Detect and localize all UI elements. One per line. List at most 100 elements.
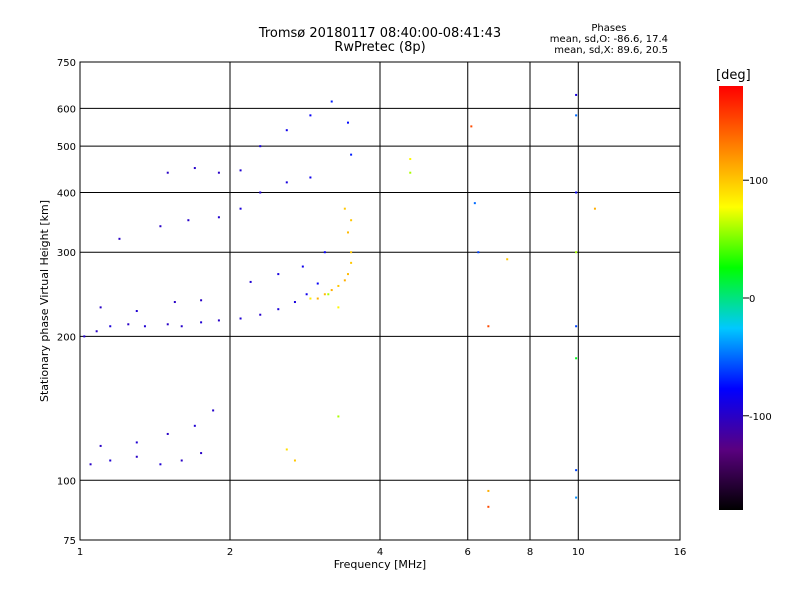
y-tick-label: 500 — [57, 142, 76, 153]
colorbar-unit-label: [deg] — [716, 68, 751, 83]
data-point — [285, 181, 288, 184]
data-point — [239, 317, 242, 320]
data-point — [350, 153, 353, 156]
data-point — [239, 207, 242, 210]
phase-stats-o: mean, sd,O: -86.6, 17.4 — [549, 34, 668, 45]
data-point — [575, 114, 578, 117]
data-point — [470, 125, 473, 128]
data-point — [187, 219, 190, 222]
data-point — [343, 279, 346, 282]
colorbar-tick-label: 100 — [749, 176, 768, 187]
chart-title: Tromsø 20180117 08:40:00-08:41:43 — [258, 26, 502, 41]
data-point — [159, 225, 162, 228]
phase-stats-title: Phases — [591, 23, 627, 34]
phase-stats-x: mean, sd,X: 89.6, 20.5 — [554, 45, 668, 56]
colorbar-ticks: -100 0 100 — [743, 176, 772, 423]
data-point — [316, 282, 319, 285]
data-point — [166, 171, 169, 174]
data-point — [323, 251, 326, 254]
data-point — [473, 202, 476, 205]
data-point — [309, 176, 312, 179]
data-point — [159, 463, 162, 466]
data-point — [350, 251, 353, 254]
data-point — [327, 293, 330, 296]
data-point — [346, 273, 349, 276]
data-point — [118, 237, 121, 240]
data-point — [285, 129, 288, 132]
data-point — [200, 299, 203, 302]
x-axis-ticks: 1 2 4 6 8 10 16 — [77, 547, 687, 558]
data-point — [350, 219, 353, 222]
y-axis-ticks: 75 100 200 300 400 500 600 750 — [57, 58, 76, 547]
x-tick-label: 6 — [465, 547, 471, 558]
y-tick-label: 75 — [63, 536, 76, 547]
data-point — [193, 424, 196, 427]
x-tick-label: 10 — [572, 547, 585, 558]
data-point — [285, 448, 288, 451]
y-tick-label: 750 — [57, 58, 76, 69]
data-point — [330, 289, 333, 292]
data-point — [173, 301, 176, 304]
data-point — [95, 330, 98, 333]
data-point — [99, 444, 102, 447]
data-point — [409, 171, 412, 174]
data-point — [330, 100, 333, 103]
y-tick-label: 400 — [57, 188, 76, 199]
data-points — [83, 93, 596, 508]
data-point — [309, 297, 312, 300]
x-tick-label: 16 — [674, 547, 687, 558]
y-tick-label: 200 — [57, 332, 76, 343]
data-point — [487, 489, 490, 492]
data-point — [575, 93, 578, 96]
data-point — [212, 409, 215, 412]
data-point — [346, 121, 349, 124]
data-point — [575, 325, 578, 328]
data-point — [575, 469, 578, 472]
data-point — [166, 432, 169, 435]
data-point — [217, 216, 220, 219]
y-tick-label: 100 — [57, 476, 76, 487]
data-point — [487, 505, 490, 508]
data-point — [99, 306, 102, 309]
x-tick-label: 1 — [77, 547, 83, 558]
data-point — [89, 463, 92, 466]
y-tick-label: 600 — [57, 104, 76, 115]
data-point — [309, 114, 312, 117]
data-point — [293, 459, 296, 462]
data-point — [487, 325, 490, 328]
data-point — [301, 265, 304, 268]
grid-lines — [80, 62, 680, 540]
data-point — [575, 496, 578, 499]
data-point — [337, 415, 340, 418]
data-point — [109, 325, 112, 328]
colorbar-tick-label: 0 — [749, 294, 755, 305]
y-tick-label: 300 — [57, 248, 76, 259]
data-point — [343, 207, 346, 210]
x-tick-label: 2 — [227, 547, 233, 558]
data-point — [259, 191, 262, 194]
y-axis-label: Stationary phase Virtual Height [km] — [38, 200, 51, 402]
data-point — [259, 313, 262, 316]
data-point — [323, 293, 326, 296]
data-point — [277, 273, 280, 276]
data-point — [350, 261, 353, 264]
data-point — [193, 167, 196, 170]
plot-frame — [79, 61, 681, 541]
data-point — [200, 321, 203, 324]
data-point — [180, 325, 183, 328]
data-point — [109, 459, 112, 462]
data-point — [166, 323, 169, 326]
chart-subtitle: RwPretec (8p) — [334, 40, 426, 55]
phase-stats: Phases mean, sd,O: -86.6, 17.4 mean, sd,… — [550, 23, 668, 56]
x-tick-label: 4 — [377, 547, 383, 558]
data-point — [316, 297, 319, 300]
data-point — [135, 441, 138, 444]
data-point — [143, 325, 146, 328]
data-point — [305, 293, 308, 296]
data-point — [593, 207, 596, 210]
data-point — [217, 171, 220, 174]
data-point — [135, 455, 138, 458]
colorbar — [719, 86, 743, 510]
data-point — [575, 357, 578, 360]
data-point — [217, 319, 220, 322]
